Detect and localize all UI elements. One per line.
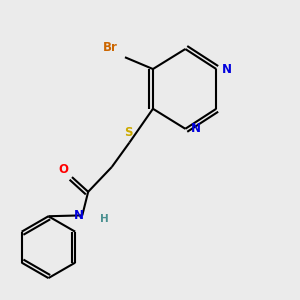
Text: Br: Br [103, 41, 118, 54]
Text: N: N [74, 209, 84, 222]
Text: N: N [221, 62, 232, 76]
Text: N: N [190, 122, 201, 135]
Text: S: S [124, 126, 132, 139]
Text: H: H [100, 214, 109, 224]
Text: O: O [58, 163, 68, 176]
